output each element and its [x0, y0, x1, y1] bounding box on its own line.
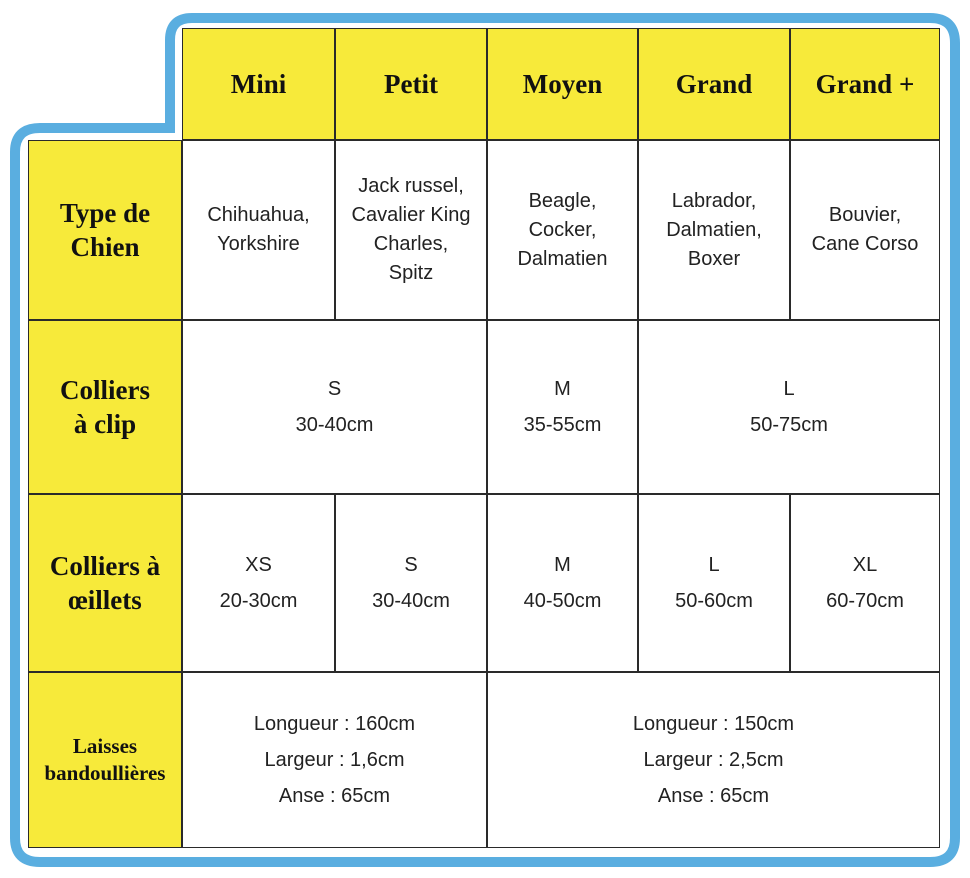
table-cell: Longueur : 150cm Largeur : 2,5cm Anse : 65…: [487, 672, 940, 848]
table-cell: Bouvier, Cane Corso: [790, 140, 940, 320]
label-text: à clip: [73, 409, 137, 439]
cell-text: 50-75cm: [750, 414, 828, 436]
table-cell: M 35-55cm: [487, 320, 638, 494]
column-header: Grand: [638, 28, 790, 140]
table-cell: Labrador, Dalmatien, Boxer: [638, 140, 790, 320]
label-text: Type de: [59, 198, 151, 228]
column-header: Petit: [335, 28, 487, 140]
cell-text: 20-30cm: [219, 590, 298, 612]
row-label: Type de Chien: [28, 140, 182, 320]
header-text: Moyen: [522, 69, 603, 99]
cell-text: 35-55cm: [523, 414, 602, 436]
cell-text: 30-40cm: [295, 414, 374, 436]
header-text: Petit: [384, 69, 438, 99]
cell-text: Boxer: [687, 247, 741, 270]
label-text: Colliers: [60, 375, 150, 405]
cell-text: Yorkshire: [217, 233, 300, 255]
label-text: Laisses: [72, 734, 138, 758]
label-text: Chien: [70, 232, 140, 262]
column-header: Mini: [182, 28, 335, 140]
column-header: Grand +: [790, 28, 940, 140]
cell-text: Dalmatien,: [666, 218, 762, 241]
table-cell: M 40-50cm: [487, 494, 638, 672]
table-cell: Longueur : 160cm Largeur : 1,6cm Anse : 65…: [182, 672, 487, 848]
cell-text: Cavalier King: [351, 204, 471, 226]
row-label: Laisses bandoullières: [28, 672, 182, 848]
cell-text: Jack russel,: [358, 175, 464, 197]
cell-text: S: [327, 378, 342, 400]
cell-text: Labrador,: [671, 189, 757, 212]
cell-text: 40-50cm: [523, 590, 602, 612]
cell-text: Chihuahua,: [207, 204, 310, 226]
table-cell: XS 20-30cm: [182, 494, 335, 672]
cell-text: 50-60cm: [675, 590, 753, 612]
table-cell: S 30-40cm: [335, 494, 487, 672]
cell-text: XS: [245, 554, 272, 576]
table-cell: S 30-40cm: [182, 320, 487, 494]
table-cell: L 50-60cm: [638, 494, 790, 672]
cell-text: M: [554, 378, 571, 400]
cell-text: L: [783, 378, 795, 400]
cell-text: Largeur : 2,5cm: [643, 749, 784, 771]
label-text: œillets: [68, 585, 142, 615]
row-label: Colliers à clip: [28, 320, 182, 494]
table-cell: Jack russel, Cavalier King Charles, Spitz: [335, 140, 487, 320]
cell-text: Anse : 65cm: [278, 785, 391, 807]
table-cell: L 50-75cm: [638, 320, 940, 494]
cell-text: L: [708, 554, 720, 576]
cell-text: Cane Corso: [811, 233, 919, 255]
cell-text: Cocker,: [528, 218, 597, 241]
cell-text: Longueur : 150cm: [632, 713, 795, 735]
cell-text: Longueur : 160cm: [253, 713, 416, 735]
cell-text: XL: [852, 554, 878, 576]
cell-text: Dalmatien: [517, 247, 608, 270]
cell-text: Charles,: [373, 233, 449, 255]
table-cell: XL 60-70cm: [790, 494, 940, 672]
header-text: Grand: [675, 69, 753, 99]
table-cell: Chihuahua, Yorkshire: [182, 140, 335, 320]
row-label: Colliers à œillets: [28, 494, 182, 672]
cell-text: Spitz: [388, 262, 434, 284]
cell-text: S: [404, 554, 418, 576]
cell-text: M: [554, 554, 571, 576]
table-cell: Beagle, Cocker, Dalmatien: [487, 140, 638, 320]
cell-text: Bouvier,: [828, 204, 902, 226]
cell-text: Largeur : 1,6cm: [264, 749, 405, 771]
label-text: bandoullières: [44, 761, 166, 785]
header-text: Mini: [230, 69, 287, 99]
cell-text: 30-40cm: [372, 590, 450, 612]
cell-text: Anse : 65cm: [657, 785, 770, 807]
label-text: Colliers à: [49, 551, 161, 581]
cell-text: 60-70cm: [826, 590, 904, 612]
cell-text: Beagle,: [528, 189, 597, 212]
header-text: Grand +: [815, 69, 915, 99]
column-header: Moyen: [487, 28, 638, 140]
